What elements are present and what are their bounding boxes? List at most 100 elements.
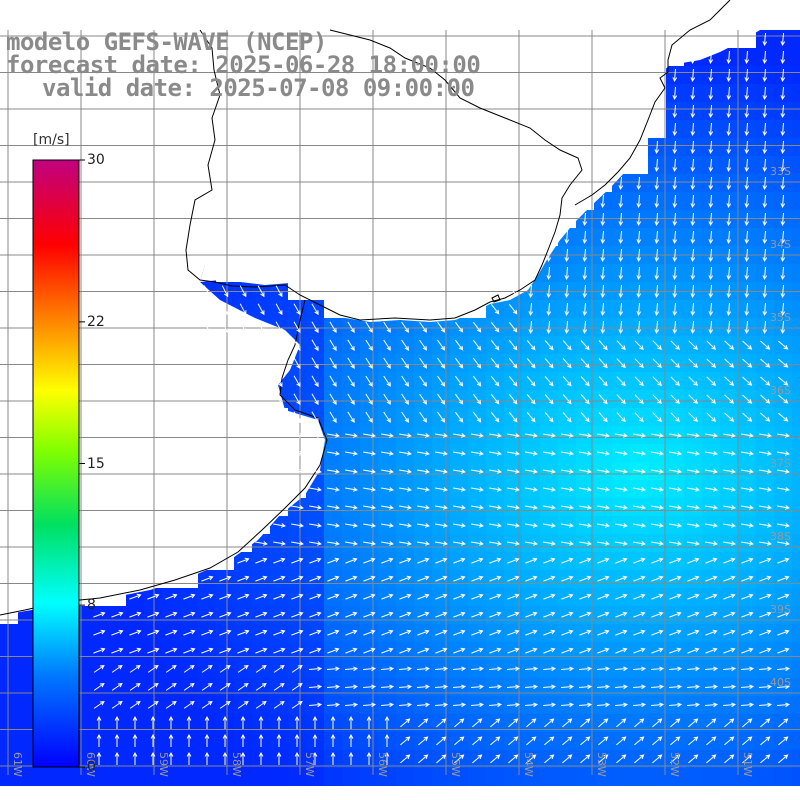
wind-arrow	[312, 733, 318, 747]
wind-arrow	[561, 611, 574, 618]
wind-arrow	[740, 702, 755, 708]
wind-arrow	[780, 320, 786, 335]
wind-arrow	[380, 702, 395, 708]
wind-arrow	[383, 339, 391, 351]
coastline-islet	[491, 294, 501, 303]
wind-arrow	[654, 158, 660, 173]
wind-cell	[630, 768, 648, 786]
wind-arrow	[219, 647, 232, 654]
wind-arrow	[580, 358, 590, 369]
wind-cell	[792, 732, 800, 750]
wind-arrow	[758, 702, 773, 708]
wind-arrow	[687, 541, 700, 546]
wind-arrow	[399, 451, 412, 456]
wind-arrow	[741, 575, 754, 582]
wind-arrow	[615, 629, 628, 636]
wind-arrow	[776, 702, 791, 708]
wind-arrow	[708, 248, 714, 263]
wind-arrow	[147, 593, 160, 600]
wind-arrow	[778, 358, 789, 368]
wind-arrow	[708, 86, 714, 101]
wind-arrow	[507, 575, 520, 582]
wind-cell	[792, 192, 800, 210]
wind-arrow	[579, 505, 592, 510]
wind-arrow	[652, 394, 662, 405]
wind-arrow	[327, 487, 340, 492]
wind-arrow	[618, 212, 624, 227]
wind-arrow	[294, 751, 300, 765]
wind-arrow	[489, 611, 502, 618]
wind-arrow	[742, 376, 753, 386]
wind-arrow	[437, 357, 446, 369]
wind-arrow	[129, 683, 141, 691]
wind-arrow	[291, 469, 304, 474]
wind-arrow	[526, 358, 536, 369]
wind-arrow	[401, 375, 409, 387]
wind-arrow	[742, 394, 753, 404]
wind-cell	[792, 48, 800, 66]
wind-arrow	[473, 393, 482, 405]
wind-arrow	[634, 736, 645, 746]
wind-arrow	[111, 647, 124, 654]
wind-arrow	[708, 68, 714, 83]
wind-arrow	[598, 412, 608, 423]
wind-cell	[558, 768, 576, 786]
wind-arrow	[744, 230, 750, 245]
wind-arrow	[543, 541, 556, 546]
wind-arrow	[419, 321, 427, 333]
wind-arrow	[489, 451, 502, 456]
wind-arrow	[777, 541, 790, 546]
wind-arrow	[203, 303, 211, 316]
wind-arrow	[633, 505, 646, 510]
wind-arrow	[600, 248, 606, 263]
wind-arrow	[723, 523, 736, 528]
wind-arrow	[670, 340, 680, 350]
wind-arrow	[380, 666, 395, 672]
wind-arrow	[132, 733, 138, 747]
wind-arrow	[111, 701, 123, 709]
wind-arrow	[239, 285, 247, 298]
wind-arrow	[562, 718, 573, 728]
wind-arrow	[596, 702, 611, 708]
wind-arrow	[308, 684, 323, 690]
wind-arrow	[740, 666, 755, 672]
wind-arrow	[687, 647, 700, 654]
wind-arrow	[380, 684, 395, 690]
wind-arrow	[636, 248, 642, 263]
wind-arrow	[471, 541, 484, 546]
wind-arrow	[708, 284, 714, 299]
wind-arrow	[726, 104, 732, 119]
wind-cell	[0, 696, 18, 714]
wind-arrow	[759, 523, 772, 528]
wind-arrow	[222, 715, 228, 729]
wind-arrow	[669, 647, 682, 654]
wind-arrow	[615, 575, 628, 582]
wind-arrow	[345, 541, 358, 546]
wind-arrow	[560, 684, 575, 690]
wind-arrow	[93, 647, 106, 654]
wind-arrow	[490, 321, 500, 333]
wind-cell	[792, 102, 800, 120]
wind-arrow	[237, 665, 249, 673]
wind-cell	[792, 570, 800, 588]
wind-arrow	[93, 665, 105, 673]
wind-arrow	[582, 212, 588, 227]
wind-arrow	[670, 754, 681, 764]
wind-arrow	[417, 575, 430, 582]
wind-arrow	[780, 140, 786, 155]
wind-arrow	[652, 736, 663, 746]
wind-arrow	[381, 523, 394, 528]
wind-arrow	[507, 647, 520, 654]
wind-arrow	[309, 433, 322, 438]
wind-arrow	[780, 86, 786, 101]
wind-cell	[18, 678, 36, 696]
wind-arrow	[490, 736, 501, 746]
wind-arrow	[723, 541, 736, 546]
wind-arrow	[384, 733, 390, 747]
wind-arrow	[437, 321, 446, 333]
wind-arrow	[708, 122, 714, 137]
wind-arrow	[237, 575, 250, 582]
wind-arrow	[201, 701, 213, 709]
wind-arrow	[219, 629, 232, 636]
wind-arrow	[633, 451, 646, 456]
